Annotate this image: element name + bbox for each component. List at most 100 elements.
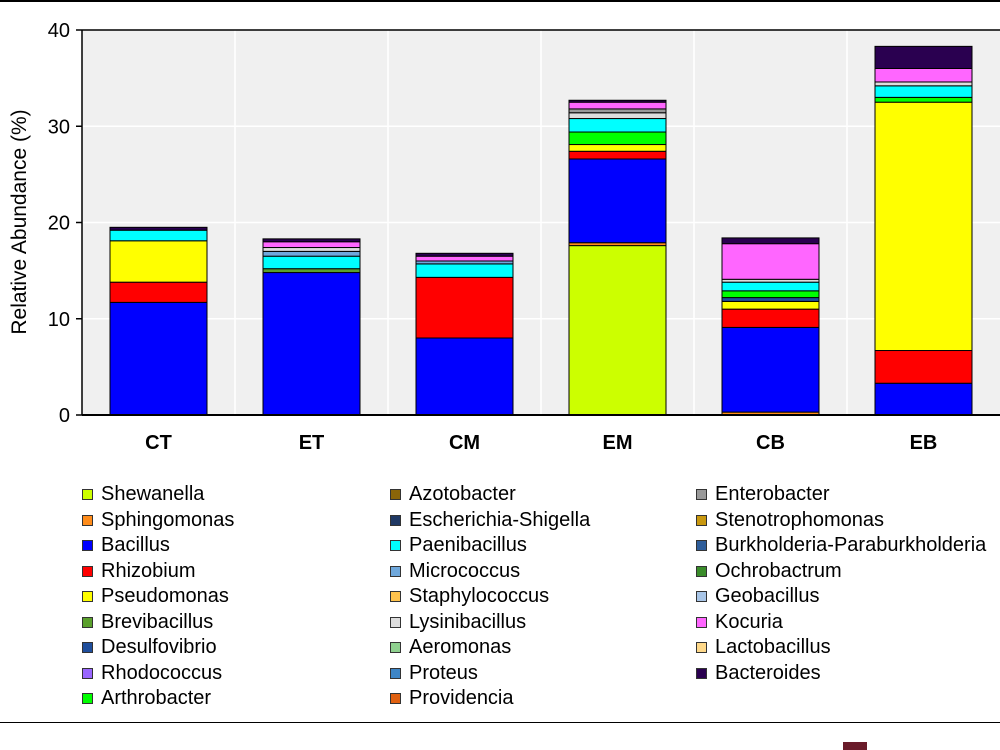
- bar-segment-em-bacteroides: [568, 99, 667, 103]
- x-tick-label: EB: [910, 432, 938, 454]
- legend-item: Burkholderia-Paraburkholderia: [696, 533, 986, 558]
- legend-label: Desulfovibrio: [101, 636, 217, 658]
- legend-item: Rhodococcus: [82, 661, 222, 686]
- legend-item: Stenotrophomonas: [696, 508, 884, 533]
- legend-swatch-partial: [843, 742, 867, 750]
- legend-label: Bacillus: [101, 534, 170, 556]
- legend-swatch: [390, 667, 401, 679]
- legend-swatch: [696, 591, 707, 602]
- legend-swatch: [82, 667, 93, 679]
- legend-swatch: [390, 616, 401, 628]
- bar-segment-cb-paenibacillus: [721, 281, 820, 292]
- legend-item: Micrococcus: [390, 559, 520, 584]
- legend-swatch: [696, 667, 707, 679]
- bar-segment-eb-bacillus: [874, 382, 973, 416]
- legend-swatch: [390, 591, 401, 602]
- bar-segment-cb-bacteroides: [721, 237, 820, 245]
- legend-label: Paenibacillus: [409, 534, 527, 556]
- legend-item: Kocuria: [696, 610, 783, 635]
- bar-segment-et-lysinibacillus: [262, 247, 361, 252]
- bar-segment-ct-paenibacillus: [109, 229, 208, 242]
- legend-item: Azotobacter: [390, 482, 516, 507]
- legend-swatch: [82, 565, 93, 577]
- legend-label: Pseudomonas: [101, 585, 229, 607]
- legend-item: Providencia: [390, 686, 514, 711]
- legend-swatch: [82, 642, 93, 653]
- legend-swatch: [82, 616, 93, 628]
- bar-segment-cm-paenibacillus: [415, 263, 514, 278]
- legend-swatch: [696, 642, 707, 653]
- bar-segment-et-bacillus: [262, 272, 361, 416]
- legend-label: Lysinibacillus: [409, 610, 527, 633]
- legend-swatch: [390, 540, 401, 551]
- bar-segment-em-paenibacillus: [568, 118, 667, 133]
- gridlines: [82, 30, 1000, 415]
- legend-label: Bacteroides: [715, 661, 821, 684]
- legend-label: Enterobacter: [715, 483, 830, 505]
- bar-segment-cm-bacillus: [415, 337, 514, 416]
- legend-label: Micrococcus: [409, 559, 521, 582]
- legend-swatch: [390, 642, 401, 653]
- legend-swatch: [390, 565, 401, 577]
- legend-item: Arthrobacter: [82, 686, 211, 711]
- bar-segment-em-pseudomonas: [568, 144, 667, 152]
- y-tick-label: 40: [48, 20, 70, 42]
- legend-label: Azotobacter: [409, 483, 516, 505]
- y-tick-label: 20: [48, 213, 70, 235]
- bar-segment-et-kocuria: [262, 241, 361, 249]
- legend-item: Sphingomonas: [82, 508, 234, 533]
- y-ticks: 0 10 20 30 40: [48, 20, 82, 427]
- x-tick-label: ET: [299, 432, 325, 454]
- bar-segment-eb-rhizobium: [874, 350, 973, 384]
- legend-label: Rhodococcus: [101, 661, 223, 684]
- bar-segment-eb-pseudomonas: [874, 101, 973, 352]
- legend-item: Bacillus: [82, 533, 170, 558]
- bar-segment-eb-lysinibacillus: [874, 81, 973, 87]
- legend-swatch: [82, 693, 93, 704]
- legend-swatch: [390, 489, 401, 500]
- legend-swatch: [696, 540, 707, 551]
- bar-segment-eb-kocuria: [874, 68, 973, 83]
- bar-segment-cm-bacteroides: [415, 252, 514, 257]
- legend-item: Ochrobactrum: [696, 559, 842, 584]
- bar-segment-em-kocuria: [568, 101, 667, 110]
- legend-swatch: [696, 616, 707, 628]
- bar-segment-cb-desulfovibrio: [721, 297, 820, 302]
- x-tick-label: CM: [449, 432, 480, 454]
- bar-segment-em-rhizobium: [568, 150, 667, 160]
- legend-item: Staphylococcus: [390, 584, 549, 609]
- legend-label: Arthrobacter: [101, 687, 212, 709]
- bar-segment-et-bacteroides: [262, 238, 361, 243]
- legend-label: Burkholderia-Paraburkholderia: [715, 534, 987, 556]
- legend-swatch: [82, 489, 93, 500]
- legend-label: Escherichia-Shigella: [409, 508, 591, 531]
- legend-item: Escherichia-Shigella: [390, 508, 590, 533]
- stacked-bar-chart: 0 10 20 30 40 CT ET CM EM CB EB Relative Abundanc…: [8, 20, 1000, 454]
- legend-item: Lysinibacillus: [390, 610, 526, 635]
- legend-item: Shewanella: [82, 482, 204, 507]
- legend-label: Geobacillus: [715, 585, 820, 607]
- frame-top-border: [0, 0, 1000, 2]
- x-tick-label: EM: [603, 432, 633, 454]
- bar-segment-cm-kocuria: [415, 255, 514, 262]
- bar-segment-eb-bacteroides: [874, 45, 973, 69]
- x-tick-label: CT: [145, 432, 172, 454]
- legend-item: Geobacillus: [696, 584, 820, 609]
- bars: [109, 45, 973, 416]
- legend-swatch: [82, 514, 93, 526]
- legend-swatch: [390, 514, 401, 526]
- bar-segment-cb-kocuria: [721, 243, 820, 280]
- y-tick-label: 30: [48, 116, 70, 138]
- bar-segment-cm-rhizobium: [415, 276, 514, 339]
- legend: Shewanella Sphingomonas Bacillus Rhizobium P…: [82, 482, 1000, 712]
- legend-item: Enterobacter: [696, 482, 830, 507]
- legend-item: Proteus: [390, 661, 478, 686]
- y-tick-label: 0: [59, 405, 70, 427]
- legend-label: Aeromonas: [409, 636, 512, 658]
- legend-label: Proteus: [409, 661, 478, 684]
- legend-label: Sphingomonas: [101, 508, 235, 531]
- legend-swatch: [696, 514, 707, 526]
- bar-segment-em-bacillus: [568, 158, 667, 244]
- legend-item: Rhizobium: [82, 559, 195, 584]
- legend-label: Stenotrophomonas: [715, 508, 885, 531]
